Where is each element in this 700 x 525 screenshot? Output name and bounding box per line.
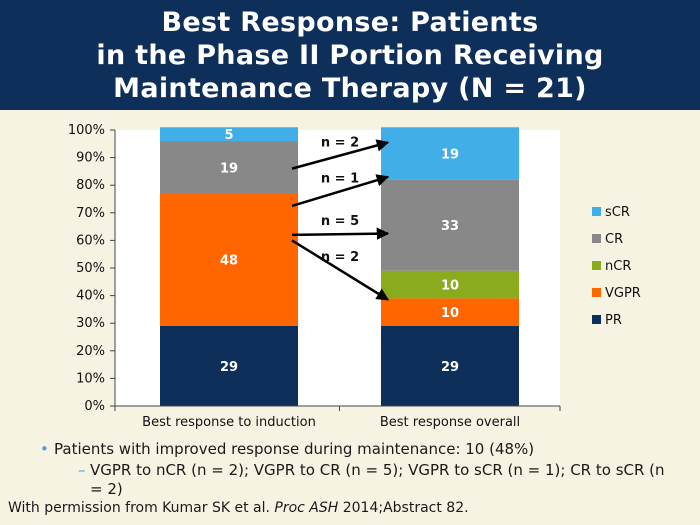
y-tick-label: 80%: [76, 178, 105, 193]
bar-segment-pr: [381, 325, 519, 406]
bullet-dot-icon: •: [40, 440, 49, 458]
bar-segment-vgpr: [381, 298, 519, 326]
bullet-main: • Patients with improved response during…: [40, 440, 680, 459]
data-label-vgpr: 48: [220, 254, 238, 269]
data-label-pr: 29: [220, 360, 238, 375]
data-label-ncr: 10: [441, 279, 459, 294]
legend-swatch-scr: [592, 207, 601, 216]
citation-suffix: 2014;Abstract 82.: [338, 500, 469, 516]
bar-segment-cr: [381, 179, 519, 271]
bar-segment-scr: [381, 127, 519, 180]
transition-count-label: n = 2: [321, 136, 359, 151]
y-tick-label: 0%: [84, 399, 105, 414]
bar-segment-ncr: [381, 270, 519, 299]
data-label-scr: 19: [441, 147, 459, 162]
data-label-vgpr: 10: [441, 306, 459, 321]
legend-label-vgpr: VGPR: [605, 286, 641, 301]
slide-title-line-3: Maintenance Therapy (N = 21): [113, 72, 587, 104]
legend-swatch-ncr: [592, 261, 601, 270]
transition-count-label: n = 5: [321, 214, 359, 229]
y-tick-label: 10%: [76, 371, 105, 386]
y-tick-label: 50%: [76, 261, 105, 276]
y-tick-label: 30%: [76, 316, 105, 331]
bullet-dash-icon: –: [78, 461, 86, 479]
transition-count-label: n = 1: [321, 171, 359, 186]
stacked-bar-chart: 0% 10% 20% 30% 40% 50% 60% 70% 80% 90% 100% 29 48 19 5…: [68, 123, 641, 430]
legend-swatch-pr: [592, 315, 601, 324]
slide-title-line-1: Best Response: Patients: [161, 6, 539, 38]
y-tick-label: 90%: [76, 151, 105, 166]
y-tick-label: 60%: [76, 233, 105, 248]
x-category-label: Best response to induction: [142, 415, 316, 430]
bar-segment-scr: [160, 127, 298, 142]
slide-header: Best Response: Patients in the Phase II …: [0, 0, 700, 110]
legend-swatch-cr: [592, 234, 601, 243]
bullet-main-text: Patients with improved response during m…: [54, 440, 535, 458]
bar-segment-vgpr: [160, 193, 298, 326]
slide-title-line-2: in the Phase II Portion Receiving: [96, 39, 604, 71]
x-category-label: Best response overall: [380, 415, 520, 430]
y-tick-label: 20%: [76, 344, 105, 359]
data-label-cr: 19: [220, 161, 238, 176]
bullet-sub: – VGPR to nCR (n = 2); VGPR to CR (n = 5…: [40, 461, 680, 499]
citation-journal: Proc ASH: [274, 500, 339, 516]
legend-label-cr: CR: [605, 232, 623, 247]
data-label-pr: 29: [441, 360, 459, 375]
transition-arrow: [291, 174, 390, 208]
bullet-list: • Patients with improved response during…: [40, 440, 680, 499]
y-tick-label: 70%: [76, 206, 105, 221]
bar-segment-cr: [160, 141, 298, 194]
legend-label-scr: sCR: [605, 205, 630, 220]
bar-segment-pr: [160, 325, 298, 406]
y-tick-label: 40%: [76, 289, 105, 304]
citation-prefix: With permission from Kumar SK et al.: [8, 500, 275, 516]
data-label-cr: 33: [441, 219, 459, 234]
legend-label-pr: PR: [605, 313, 622, 328]
citation-footer: With permission from Kumar SK et al. Pro…: [8, 500, 469, 516]
transition-count-label: n = 2: [321, 250, 359, 265]
legend-swatch-vgpr: [592, 288, 601, 297]
legend-label-ncr: nCR: [605, 259, 631, 274]
y-tick-label: 100%: [68, 123, 105, 138]
transition-arrow: [291, 239, 390, 301]
transition-arrow: [291, 139, 390, 170]
bullet-sub-text: VGPR to nCR (n = 2); VGPR to CR (n = 5);…: [90, 461, 665, 498]
data-label-scr: 5: [224, 128, 233, 143]
transition-arrow: [291, 227, 390, 240]
